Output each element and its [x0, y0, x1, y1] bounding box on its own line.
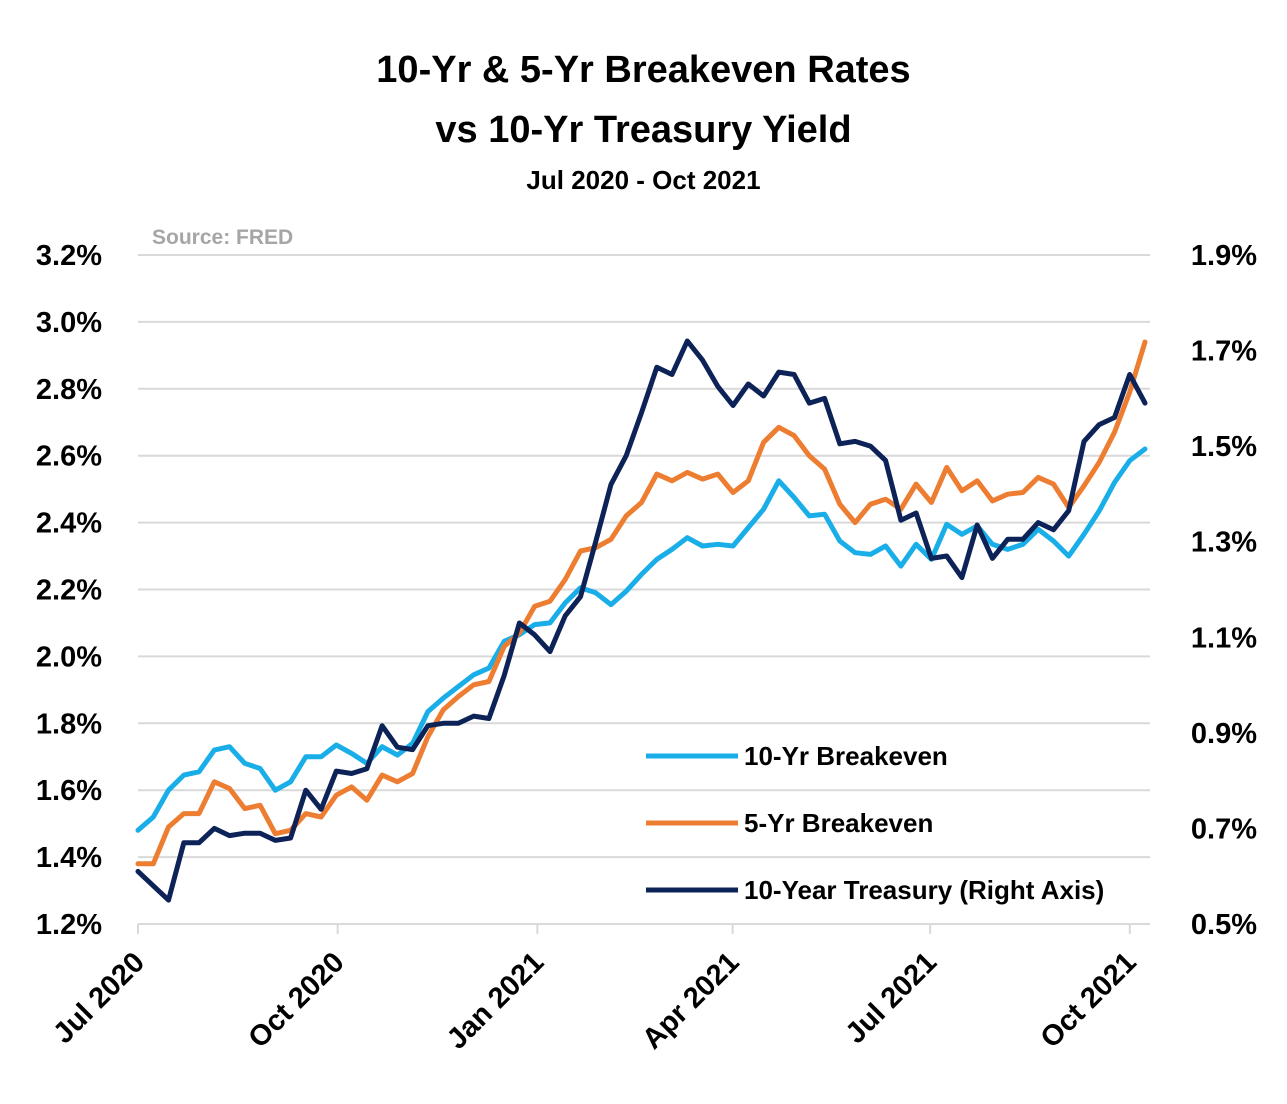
x-axis-ticks: Jul 2020 Oct 2020 Jan 2021 Apr 2021 Jul 2021…: [47, 924, 1143, 1056]
x-axis-tick-label: Oct 2021: [1035, 946, 1143, 1054]
chart-subtitle: Jul 2020 - Oct 2021: [526, 165, 761, 195]
left-axis-tick-label: 3.0%: [36, 307, 102, 339]
left-axis-tick-label: 1.6%: [36, 775, 102, 807]
left-axis-tick-label: 1.8%: [36, 708, 102, 740]
right-axis-tick-label: 1.9%: [1191, 240, 1257, 272]
x-axis-tick-label: Oct 2020: [242, 946, 350, 1054]
x-axis-tick-label: Jul 2020: [47, 946, 151, 1050]
right-axis-ticks: 0.5% 0.7% 0.9% 1.1% 1.3% 1.5% 1.7% 1.9%: [1191, 240, 1257, 941]
legend: 10-Yr Breakeven 5-Yr Breakeven 10-Year Tre…: [646, 741, 1104, 905]
legend-label-1: 10-Yr Breakeven: [744, 741, 948, 771]
series-lines: [135, 338, 1148, 903]
series-line-3: [135, 338, 1148, 903]
left-axis-tick-label: 2.2%: [36, 575, 102, 607]
x-axis-tick-label: Apr 2021: [636, 946, 745, 1055]
right-axis-tick-label: 0.7%: [1191, 813, 1257, 845]
source-note: Source: FRED: [152, 226, 293, 249]
right-axis-tick-label: 1.5%: [1191, 431, 1257, 463]
x-axis-tick-label: Jan 2021: [441, 946, 550, 1055]
series-line-1: [135, 446, 1148, 833]
legend-label-3: 10-Year Treasury (Right Axis): [744, 875, 1104, 905]
left-axis-tick-label: 1.4%: [36, 842, 102, 874]
right-axis-tick-label: 1.3%: [1191, 527, 1257, 559]
chart-title-line-2: vs 10-Yr Treasury Yield: [435, 109, 852, 151]
x-axis-tick-label: Jul 2021: [840, 946, 944, 1050]
left-axis-tick-label: 2.8%: [36, 374, 102, 406]
left-axis-ticks: 1.2% 1.4% 1.6% 1.8% 2.0% 2.2% 2.4% 2.6% 2.8% 3.0%…: [36, 240, 102, 941]
series-line-2: [135, 339, 1148, 867]
right-axis-tick-label: 0.5%: [1191, 909, 1257, 941]
right-axis-tick-label: 0.9%: [1191, 718, 1257, 750]
left-axis-tick-label: 2.4%: [36, 508, 102, 540]
right-axis-tick-label: 1.7%: [1191, 336, 1257, 368]
left-axis-tick-label: 2.6%: [36, 441, 102, 473]
chart-title: 10-Yr & 5-Yr Breakeven Rates: [376, 49, 911, 91]
gridlines: [138, 254, 1150, 859]
chart-title-block: 10-Yr & 5-Yr Breakeven Rates vs 10-Yr Tr…: [0, 40, 1287, 200]
left-axis-tick-label: 1.2%: [36, 909, 102, 941]
legend-label-2: 5-Yr Breakeven: [744, 808, 933, 838]
left-axis-tick-label: 3.2%: [36, 240, 102, 272]
right-axis-tick-label: 1.1%: [1191, 622, 1257, 654]
left-axis-tick-label: 2.0%: [36, 641, 102, 673]
